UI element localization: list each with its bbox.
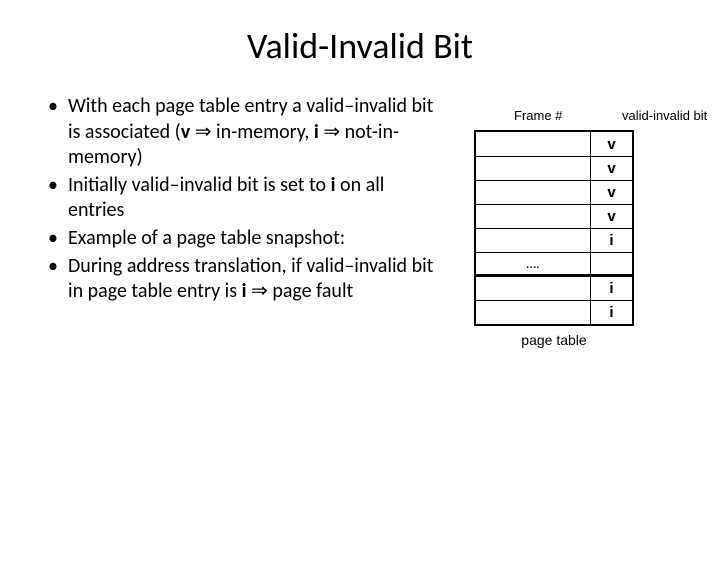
text: in-memory,	[211, 120, 313, 144]
diagram-column: Frame # valid-invalid bit vvvvi….ii page…	[440, 94, 690, 348]
bullet-column: With each page table entry a valid–inval…	[40, 94, 440, 348]
cell-frame	[476, 132, 591, 156]
table-row: v	[476, 132, 632, 156]
cell-valid-bit	[591, 253, 632, 274]
table-row: i	[476, 276, 632, 300]
cell-valid-bit: v	[591, 132, 632, 156]
bullet-item-3: Example of a page table snapshot:	[40, 226, 440, 252]
text: Initially valid–invalid bit is set to	[68, 173, 331, 197]
text-v: v	[181, 120, 190, 144]
bullet-item-4: During address translation, if valid–inv…	[40, 254, 440, 305]
arrow-icon: ⇒	[195, 121, 212, 143]
text: page fault	[268, 279, 353, 303]
page-table: vvvvi….ii	[474, 130, 634, 326]
cell-valid-bit: i	[591, 229, 632, 252]
cell-frame	[476, 205, 591, 228]
table-row: ….	[476, 252, 632, 276]
arrow-icon: ⇒	[251, 280, 268, 302]
table-row: v	[476, 204, 632, 228]
bullet-list: With each page table entry a valid–inval…	[40, 94, 440, 305]
arrow-icon: ⇒	[323, 121, 340, 143]
cell-valid-bit: v	[591, 157, 632, 180]
cell-frame	[476, 229, 591, 252]
content-area: With each page table entry a valid–inval…	[0, 94, 720, 348]
cell-frame	[476, 277, 591, 300]
cell-frame	[476, 301, 591, 324]
header-valid-invalid: valid-invalid bit	[622, 108, 707, 123]
text-i: i	[242, 279, 247, 303]
page-title: Valid-Invalid Bit	[0, 24, 720, 68]
column-headers: Frame # valid-invalid bit	[474, 108, 690, 128]
table-row: i	[476, 300, 632, 324]
table-row: v	[476, 156, 632, 180]
cell-valid-bit: i	[591, 301, 632, 324]
cell-frame	[476, 181, 591, 204]
page-table-diagram: Frame # valid-invalid bit vvvvi….ii page…	[474, 108, 690, 348]
cell-valid-bit: i	[591, 277, 632, 300]
page-table-caption: page table	[474, 332, 634, 348]
bullet-item-1: With each page table entry a valid–inval…	[40, 94, 440, 171]
table-row: i	[476, 228, 632, 252]
header-frame: Frame #	[514, 108, 562, 123]
cell-valid-bit: v	[591, 181, 632, 204]
cell-frame	[476, 157, 591, 180]
text: Example of a page table snapshot:	[68, 226, 345, 250]
cell-valid-bit: v	[591, 205, 632, 228]
bullet-item-2: Initially valid–invalid bit is set to i …	[40, 173, 440, 224]
cell-frame: ….	[476, 253, 591, 274]
table-row: v	[476, 180, 632, 204]
